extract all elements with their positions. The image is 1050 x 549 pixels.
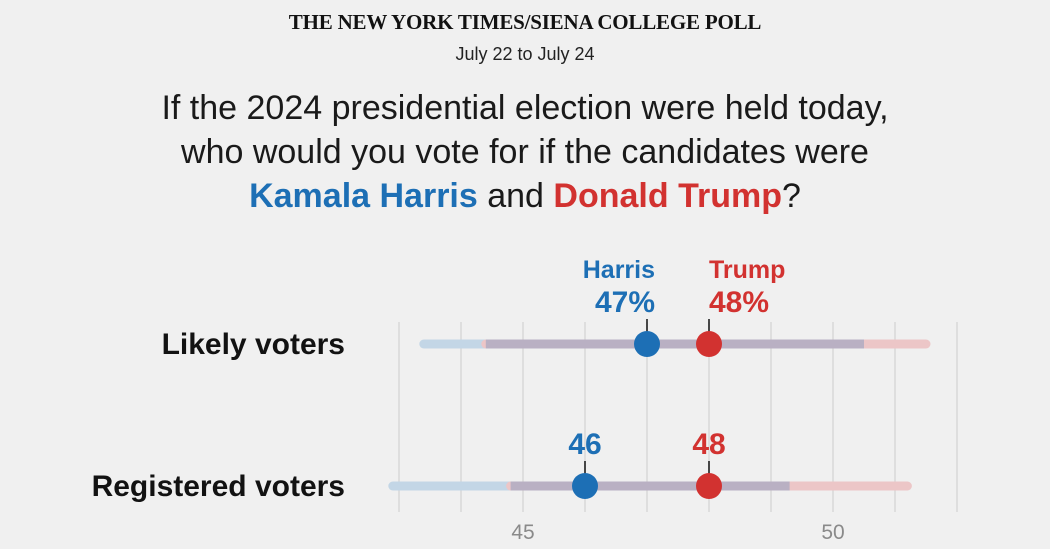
question-mark: ? bbox=[781, 177, 801, 215]
harris-value-label-registered-voters: 46 bbox=[568, 428, 601, 461]
trump-dot-likely-voters bbox=[696, 331, 722, 357]
harris-name-label: Harris bbox=[583, 256, 655, 284]
harris-value-label-likely-voters: 47% bbox=[595, 286, 655, 319]
row-label-likely-voters: Likely voters bbox=[162, 328, 345, 361]
question-joiner: and bbox=[487, 177, 544, 215]
question-line-2: who would you vote for if the candidates… bbox=[181, 133, 869, 171]
trump-name-label: Trump bbox=[709, 256, 785, 284]
candidate-harris-name: Kamala Harris bbox=[249, 177, 478, 215]
trump-value-label-registered-voters: 48 bbox=[692, 428, 725, 461]
trump-dot-registered-voters bbox=[696, 473, 722, 499]
harris-dot-registered-voters bbox=[572, 473, 598, 499]
x-tick-label-45: 45 bbox=[511, 521, 534, 544]
x-tick-label-50: 50 bbox=[821, 521, 844, 544]
candidate-trump-name: Donald Trump bbox=[553, 177, 782, 215]
harris-dot-likely-voters bbox=[634, 331, 660, 357]
trump-value-label-likely-voters: 48% bbox=[709, 286, 769, 319]
question-line-3: Kamala Harris and Donald Trump? bbox=[0, 174, 1050, 218]
poll-masthead: THE NEW YORK TIMES/SIENA COLLEGE POLL bbox=[288, 10, 762, 34]
poll-question: If the 2024 presidential election were h… bbox=[0, 86, 1050, 218]
row-label-registered-voters: Registered voters bbox=[92, 470, 345, 503]
question-line-1: If the 2024 presidential election were h… bbox=[161, 89, 889, 127]
poll-dates: July 22 to July 24 bbox=[455, 44, 595, 64]
